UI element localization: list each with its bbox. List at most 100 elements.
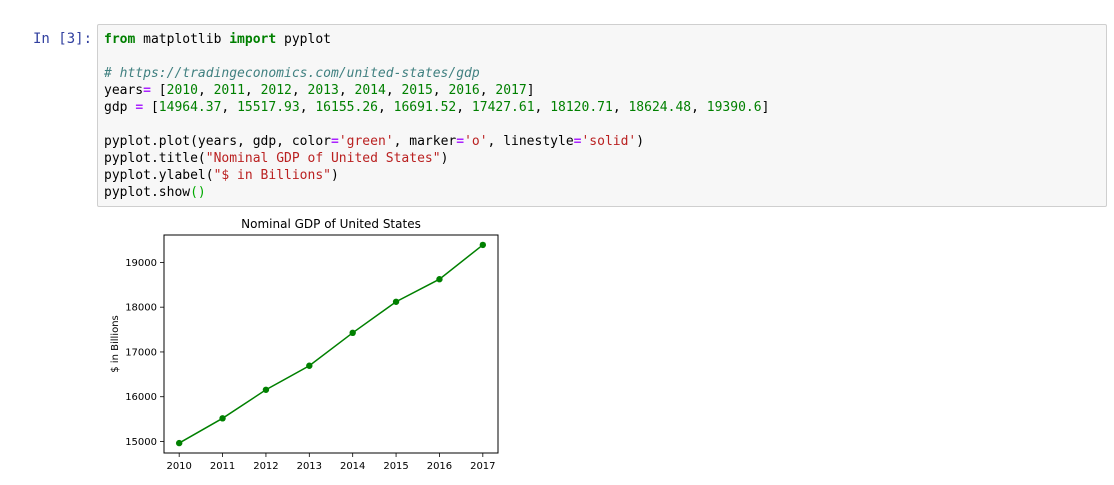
code-token: 'o': [464, 134, 488, 149]
data-point: [349, 329, 356, 337]
data-point: [219, 415, 226, 422]
plot-output: 2010 2011 2012 2013 2014 2015 2016 2017 15000 160…: [100, 214, 510, 483]
code-token: =: [573, 134, 582, 149]
code-token: 2011: [213, 83, 245, 98]
y-tick-label: 17000: [125, 347, 157, 358]
code-token: 17427.61: [471, 100, 535, 115]
x-tick-label: 2013: [297, 461, 322, 472]
code-token: (): [190, 185, 206, 200]
code-token: 16691.52: [393, 100, 457, 115]
code-token: pyplot.title(: [104, 151, 206, 166]
code-line: [104, 116, 769, 133]
code-token: 'green': [338, 134, 394, 149]
code-token: "$ in Billions": [213, 168, 331, 183]
code-token: ,: [291, 83, 308, 98]
x-tick-label: 2012: [253, 461, 278, 472]
series-group: [175, 241, 487, 447]
code-token: ,: [244, 83, 261, 98]
y-tick-label: 18000: [125, 303, 157, 314]
code-token: [: [143, 100, 159, 115]
code-token: ,: [221, 100, 238, 115]
code-line: from matplotlib import pyplot: [104, 31, 769, 48]
code-token: 18624.48: [628, 100, 692, 115]
code-token: ): [636, 134, 645, 149]
code-token: =: [456, 134, 465, 149]
code-token: 2016: [448, 83, 480, 98]
data-point: [175, 439, 183, 447]
y-tick-label: 15000: [125, 437, 157, 448]
x-tick-label: 2016: [427, 461, 452, 472]
code-token: ,: [432, 83, 449, 98]
axes-frame: [163, 234, 499, 454]
code-line: gdp = [14964.37, 15517.93, 16155.26, 166…: [104, 99, 769, 116]
code-token: , marker: [393, 134, 457, 149]
code-cell[interactable]: from matplotlib import pyplot # https://t…: [97, 24, 1107, 207]
code-token: ,: [197, 83, 214, 98]
code-token: matplotlib: [135, 32, 230, 47]
code-line: # https://tradingeconomics.com/united-st…: [104, 65, 769, 82]
code-token: ,: [385, 83, 402, 98]
tick-group: 2010 2011 2012 2013 2014 2015 2016 2017 15000 160…: [125, 258, 495, 472]
code-token: ,: [456, 100, 472, 115]
x-tick-label: 2015: [383, 461, 408, 472]
code-line: pyplot.title("Nominal GDP of United Stat…: [104, 150, 769, 167]
code-token: 16155.26: [315, 100, 378, 115]
code-token: ,: [612, 100, 629, 115]
data-point: [262, 386, 270, 393]
code-token: 18120.71: [550, 100, 613, 115]
line-chart: 2010 2011 2012 2013 2014 2015 2016 2017 15000 160…: [110, 217, 499, 472]
code-token: pyplot.ylabel(: [104, 168, 214, 183]
code-token: ,: [479, 83, 496, 98]
code-token: # https://tradingeconomics.com/united-st…: [104, 66, 480, 81]
y-tick-label: 19000: [125, 258, 157, 269]
code-token: ,: [338, 83, 355, 98]
code-token: 15517.93: [237, 100, 300, 115]
series-line: [178, 244, 484, 444]
code-token: 2014: [354, 83, 386, 98]
code-token: import: [229, 32, 277, 47]
code-token: years: [104, 83, 144, 98]
x-tick-label: 2010: [166, 461, 191, 472]
code-token: ): [330, 168, 339, 183]
code-token: ]: [526, 83, 535, 98]
code-token: "Nominal GDP of United States": [205, 151, 441, 166]
code-line: pyplot.show(): [104, 184, 769, 201]
code-editor[interactable]: from matplotlib import pyplot # https://t…: [104, 31, 769, 201]
code-token: 2017: [495, 83, 527, 98]
code-token: ): [440, 151, 449, 166]
y-tick-label: 16000: [125, 392, 157, 403]
code-token: [: [150, 83, 167, 98]
code-token: gdp: [104, 100, 136, 115]
code-token: 2015: [401, 83, 433, 98]
code-token: ,: [377, 100, 394, 115]
data-point: [436, 276, 443, 283]
code-line: years= [2010, 2011, 2012, 2013, 2014, 20…: [104, 82, 769, 99]
data-point: [306, 362, 313, 369]
code-token: 'solid': [581, 134, 637, 149]
y-axis-label: $ in Billions: [110, 315, 121, 372]
code-token: 14964.37: [158, 100, 222, 115]
code-token: 2012: [260, 83, 292, 98]
cell-prompt: In [3]:: [33, 31, 93, 47]
code-line: pyplot.plot(years, gdp, color = 'green', m…: [104, 133, 769, 150]
data-point: [479, 241, 487, 249]
x-tick-label: 2014: [340, 461, 365, 472]
x-tick-label: 2017: [470, 461, 495, 472]
code-token: 19390.6: [706, 100, 762, 115]
code-token: ,: [691, 100, 707, 115]
chart-title: Nominal GDP of United States: [241, 217, 421, 231]
code-token: 2013: [307, 83, 339, 98]
code-token: ]: [761, 100, 770, 115]
code-token: pyplot.plot(years, gdp, color: [104, 134, 331, 149]
code-token: ,: [534, 100, 551, 115]
code-token: ,: [299, 100, 316, 115]
code-token: from: [104, 32, 136, 47]
code-token: pyplot: [276, 32, 331, 47]
x-tick-label: 2011: [210, 461, 235, 472]
code-token: 2010: [166, 83, 198, 98]
code-token: =: [143, 83, 151, 98]
code-token: =: [135, 100, 144, 115]
data-point: [392, 298, 400, 305]
code-token: pyplot.show: [104, 185, 191, 200]
code-line: [104, 48, 769, 65]
